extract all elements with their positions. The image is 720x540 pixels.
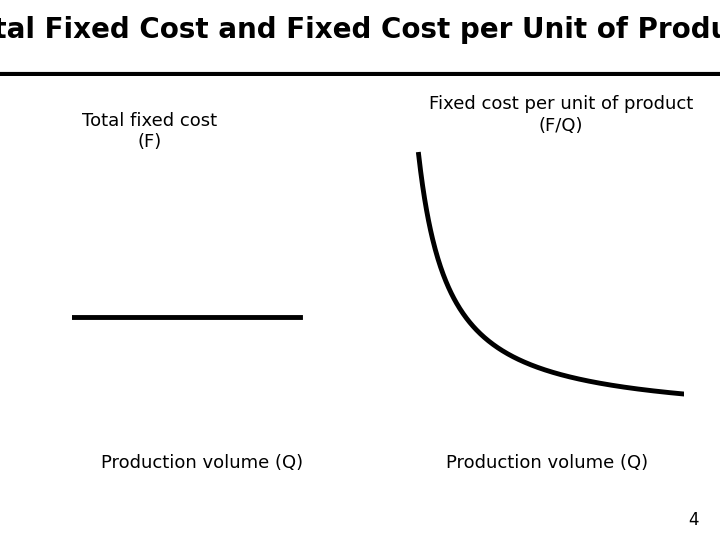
Text: (F/Q): (F/Q) xyxy=(539,117,583,135)
Text: Production volume (Q): Production volume (Q) xyxy=(101,454,302,471)
Text: 4: 4 xyxy=(688,511,698,529)
Text: Fixed cost per unit of product: Fixed cost per unit of product xyxy=(428,96,693,113)
Text: Production volume (Q): Production volume (Q) xyxy=(446,454,648,471)
Text: (F): (F) xyxy=(138,133,162,151)
Text: Total fixed cost: Total fixed cost xyxy=(82,112,217,130)
Text: Total Fixed Cost and Fixed Cost per Unit of Product: Total Fixed Cost and Fixed Cost per Unit… xyxy=(0,16,720,44)
